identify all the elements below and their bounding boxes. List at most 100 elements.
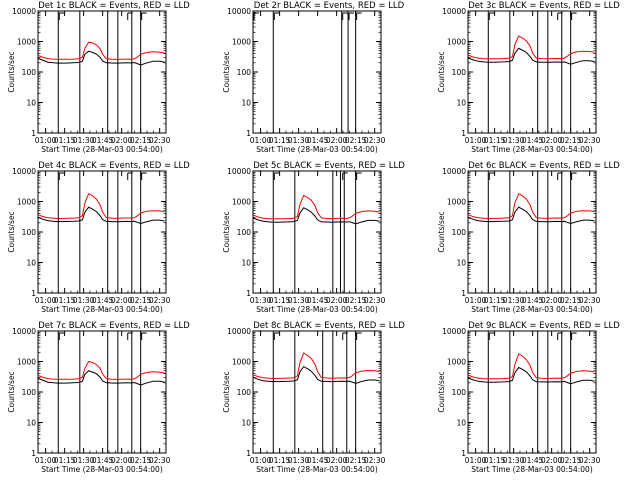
x-tick-label: 01:45 (307, 296, 329, 305)
flag-marker (488, 332, 495, 340)
flag-marker (342, 172, 348, 180)
flag-marker (58, 332, 65, 340)
flag-marker (273, 12, 280, 20)
detector-panel-4: Det 4c BLACK = Events, RED = LLD 1 10 100 10… (7, 161, 190, 314)
x-tick-label: 02:00 (541, 136, 563, 145)
lld-rate-line (37, 360, 165, 380)
x-tick-label: 01:00 (465, 136, 487, 145)
y-tick-label: 1000 (447, 38, 466, 47)
y-axis-title: Counts/sec (437, 51, 446, 92)
y-axis-title: Counts/sec (7, 371, 16, 412)
x-tick-label: 02:30 (149, 456, 171, 465)
detector-panel-6: Det 6c BLACK = Events, RED = LLD 1 10 100 10… (437, 161, 620, 314)
panel-title: Det 6c BLACK = Events, RED = LLD (468, 161, 620, 171)
flag-marker (58, 12, 65, 20)
detector-panel-9: Det 9c BLACK = Events, RED = LLD 1 10 100 10… (437, 321, 620, 474)
x-tick-label: 01:45 (92, 296, 114, 305)
y-tick-label: 10 (456, 99, 466, 108)
x-tick-label: 01:30 (503, 136, 525, 145)
x-tick-label: 01:45 (307, 456, 329, 465)
x-tick-label: 01:45 (522, 456, 544, 465)
x-axis-title: Start Time (28-Mar-03 00:54:00) (41, 145, 163, 154)
y-tick-label: 1000 (232, 198, 251, 207)
x-tick-label: 01:30 (250, 296, 272, 305)
y-tick-label: 100 (22, 228, 37, 237)
panel-title: Det 8c BLACK = Events, RED = LLD (253, 321, 405, 331)
flag-marker (557, 12, 563, 20)
flag-marker (488, 12, 495, 20)
x-tick-label: 02:00 (541, 296, 563, 305)
y-tick-label: 1 (246, 129, 251, 138)
y-tick-label: 1 (31, 129, 36, 138)
flag-marker (356, 12, 362, 20)
detector-panel-3: Det 3c BLACK = Events, RED = LLD 1 10 100 10… (437, 1, 620, 154)
event-rate-line (37, 50, 165, 66)
x-tick-label: 02:15 (345, 456, 367, 465)
y-axis-title: Counts/sec (222, 51, 231, 92)
y-tick-label: 1000 (17, 198, 36, 207)
y-tick-label: 100 (452, 388, 467, 397)
x-tick-label: 01:15 (54, 136, 76, 145)
y-tick-label: 10000 (12, 7, 36, 16)
x-tick-label: 01:30 (73, 136, 95, 145)
x-axis-title: Start Time (28-Mar-03 00:54:00) (41, 305, 163, 314)
x-axis-title: Start Time (28-Mar-03 00:54:00) (471, 465, 593, 474)
flag-marker (253, 12, 259, 20)
y-tick-label: 100 (22, 388, 37, 397)
x-tick-label: 01:00 (250, 136, 272, 145)
x-tick-label: 02:00 (111, 136, 133, 145)
x-tick-label: 01:15 (484, 456, 506, 465)
x-tick-label: 01:00 (35, 136, 57, 145)
y-axis-title: Counts/sec (7, 211, 16, 252)
y-tick-label: 100 (237, 388, 252, 397)
detector-panel-8: Det 8c BLACK = Events, RED = LLD 1 10 100 10… (222, 321, 405, 474)
lld-rate-line (37, 41, 165, 60)
x-tick-label: 01:00 (465, 456, 487, 465)
y-tick-label: 10000 (227, 167, 251, 176)
y-tick-label: 10 (241, 99, 251, 108)
flag-marker (141, 172, 147, 180)
x-tick-label: 01:30 (503, 456, 525, 465)
flag-marker (488, 172, 495, 180)
x-tick-label: 02:30 (364, 296, 386, 305)
x-tick-label: 02:15 (130, 456, 152, 465)
y-axis-title: Counts/sec (437, 211, 446, 252)
x-tick-label: 02:30 (579, 296, 601, 305)
x-tick-label: 01:30 (503, 296, 525, 305)
y-tick-label: 1 (461, 289, 466, 298)
y-tick-label: 10 (26, 99, 36, 108)
lld-rate-line (37, 193, 165, 220)
flag-marker (571, 12, 577, 20)
x-tick-label: 02:00 (111, 456, 133, 465)
y-axis-title: Counts/sec (437, 371, 446, 412)
y-tick-label: 1 (246, 289, 251, 298)
x-tick-label: 01:00 (465, 296, 487, 305)
x-tick-label: 01:15 (54, 296, 76, 305)
y-tick-label: 10 (456, 259, 466, 268)
x-tick-label: 01:45 (92, 456, 114, 465)
x-tick-label: 01:45 (522, 296, 544, 305)
event-rate-line (467, 366, 595, 385)
flag-marker (127, 332, 133, 340)
lld-rate-line (467, 352, 595, 380)
x-tick-label: 01:30 (288, 296, 310, 305)
x-tick-label: 01:30 (288, 136, 310, 145)
x-tick-label: 02:15 (345, 136, 367, 145)
lld-rate-line (467, 193, 595, 220)
x-tick-label: 02:30 (364, 136, 386, 145)
x-tick-label: 02:00 (541, 456, 563, 465)
x-tick-label: 02:30 (579, 136, 601, 145)
flag-marker (342, 12, 348, 20)
x-tick-label: 02:00 (111, 296, 133, 305)
y-tick-label: 10 (241, 419, 251, 428)
panel-title: Det 3c BLACK = Events, RED = LLD (468, 1, 620, 11)
panel-title: Det 2r BLACK = Events, RED = LLD (254, 1, 405, 11)
x-tick-label: 02:00 (326, 136, 348, 145)
flag-marker (342, 332, 348, 340)
y-tick-label: 1 (461, 449, 466, 458)
x-tick-label: 01:00 (250, 456, 272, 465)
x-tick-label: 01:30 (73, 456, 95, 465)
x-tick-label: 02:00 (326, 456, 348, 465)
flag-marker (58, 172, 65, 180)
